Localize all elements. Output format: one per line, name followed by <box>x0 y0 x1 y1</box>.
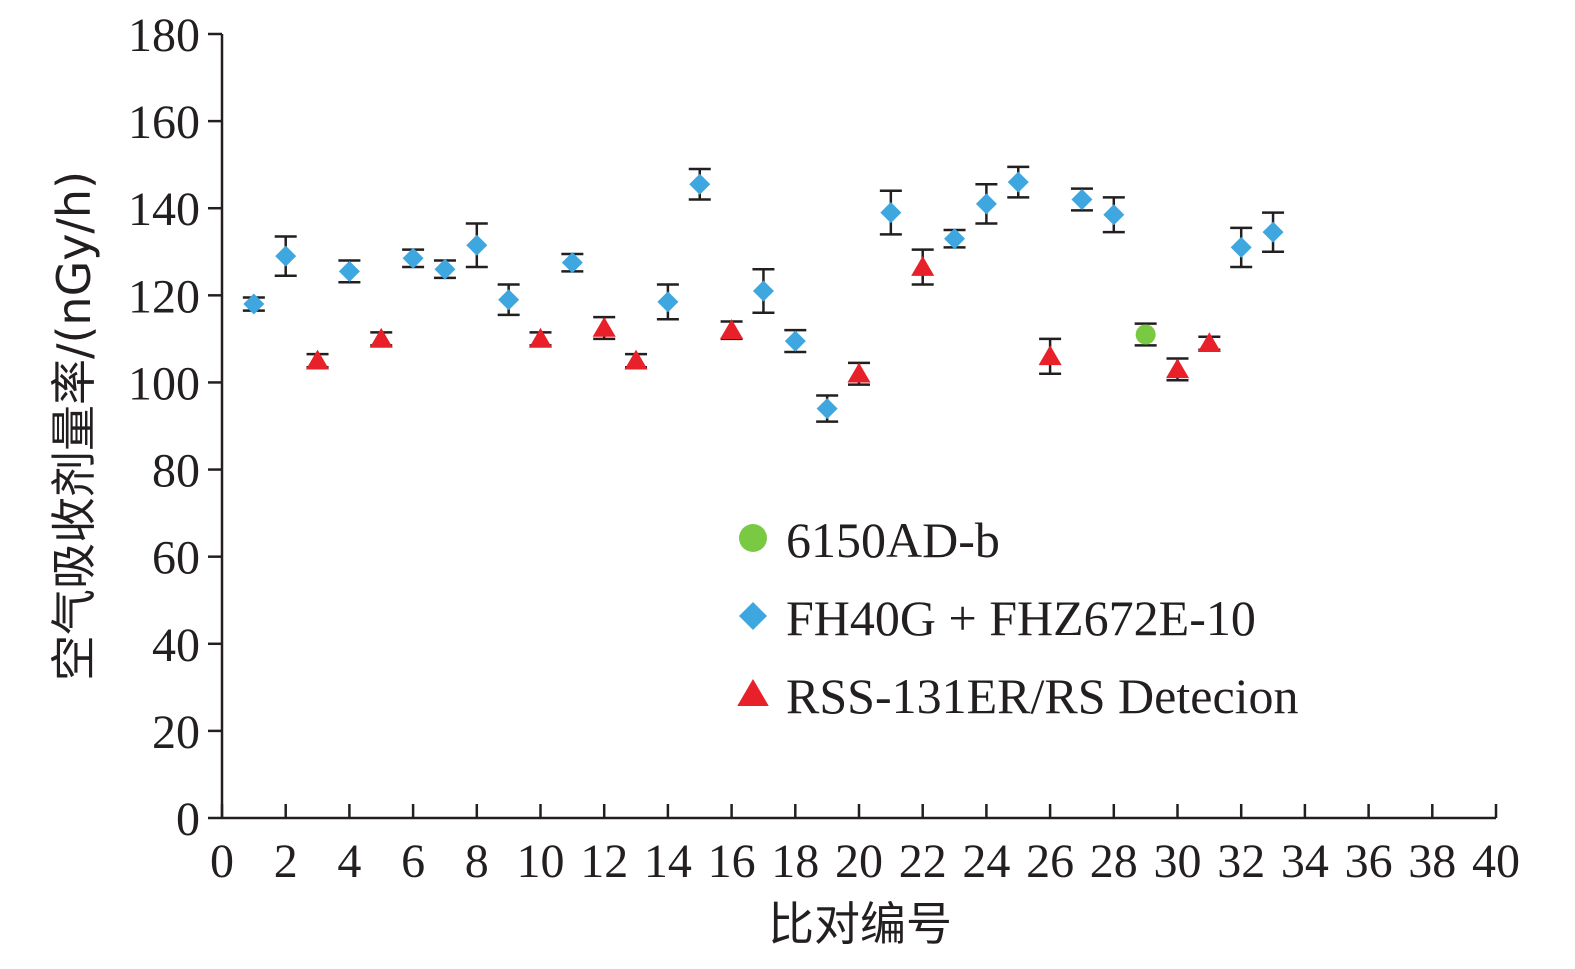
legend: 6150AD-b FH40G + FHZ672E-10 RSS-131ER/RS D… <box>737 512 1299 724</box>
data-point <box>975 193 997 215</box>
legend-label: FH40G + FHZ672E-10 <box>786 590 1256 646</box>
x-tick-label: 18 <box>771 835 819 888</box>
data-point <box>1135 324 1156 345</box>
x-tick-label: 30 <box>1154 835 1202 888</box>
y-tick-label: 0 <box>176 793 200 846</box>
data-point <box>847 362 871 383</box>
data-point <box>689 173 711 195</box>
data-point <box>911 256 935 276</box>
data-point <box>306 349 330 370</box>
data-point <box>1197 332 1221 353</box>
x-tick-label: 28 <box>1090 835 1138 888</box>
x-tick-label: 2 <box>274 835 298 888</box>
data-marks <box>243 171 1284 420</box>
x-tick-label: 16 <box>708 835 756 888</box>
y-tick-label: 80 <box>152 445 200 498</box>
y-tick-label: 40 <box>152 619 200 672</box>
x-tick-label: 34 <box>1281 835 1329 888</box>
x-tick-label: 38 <box>1408 835 1456 888</box>
data-point <box>1165 358 1190 379</box>
y-tick-label: 120 <box>128 270 200 323</box>
data-point <box>1262 221 1284 243</box>
data-point <box>944 228 966 250</box>
data-point <box>1007 171 1029 193</box>
x-tick-label: 22 <box>899 835 947 888</box>
data-point <box>1103 204 1125 226</box>
data-point <box>498 289 520 311</box>
axes <box>208 32 1498 820</box>
data-point <box>624 349 648 370</box>
x-tick-label: 0 <box>210 835 234 888</box>
data-point <box>338 260 360 282</box>
data-point <box>592 317 616 337</box>
data-point <box>880 202 902 224</box>
x-tick-label: 10 <box>517 835 565 888</box>
x-tick-label: 4 <box>337 835 361 888</box>
x-tick-label: 32 <box>1217 835 1265 888</box>
x-tick-label: 20 <box>835 835 883 888</box>
x-tick-label: 12 <box>580 835 628 888</box>
x-tick-label: 14 <box>644 835 692 888</box>
data-point <box>784 330 806 352</box>
y-tick-label: 100 <box>128 357 200 410</box>
data-point <box>434 258 456 280</box>
data-point <box>1071 189 1093 211</box>
data-point <box>243 293 265 315</box>
data-point <box>752 280 774 302</box>
x-tick-label: 26 <box>1026 835 1074 888</box>
x-tick-label: 40 <box>1472 835 1520 888</box>
data-point <box>720 319 744 339</box>
x-tick-label: 24 <box>962 835 1010 888</box>
data-point <box>561 252 583 274</box>
x-tick-label: 8 <box>465 835 489 888</box>
data-point <box>369 327 393 348</box>
data-point <box>402 247 424 269</box>
data-point <box>1230 236 1252 258</box>
y-tick-label: 140 <box>128 183 200 236</box>
legend-marker <box>739 524 767 552</box>
y-tick-label: 20 <box>152 706 200 759</box>
data-point <box>528 327 553 348</box>
y-axis-title: 空气吸收剂量率/(nGy/h) <box>47 171 101 681</box>
x-axis-title: 比对编号 <box>768 897 952 951</box>
y-tick-label: 60 <box>152 532 200 585</box>
data-point <box>466 234 488 256</box>
legend-label: 6150AD-b <box>786 512 1000 568</box>
x-tick-label: 6 <box>401 835 425 888</box>
y-tick-label: 160 <box>128 96 200 149</box>
data-point <box>275 245 297 267</box>
error-bars <box>242 165 1285 423</box>
legend-marker <box>737 679 769 706</box>
y-tick-label: 180 <box>128 9 200 62</box>
data-point <box>657 291 679 313</box>
data-point <box>816 398 838 420</box>
legend-marker <box>739 602 767 630</box>
x-tick-label: 36 <box>1345 835 1393 888</box>
data-point <box>1038 345 1062 366</box>
legend-label: RSS-131ER/RS Detecion <box>786 668 1299 724</box>
